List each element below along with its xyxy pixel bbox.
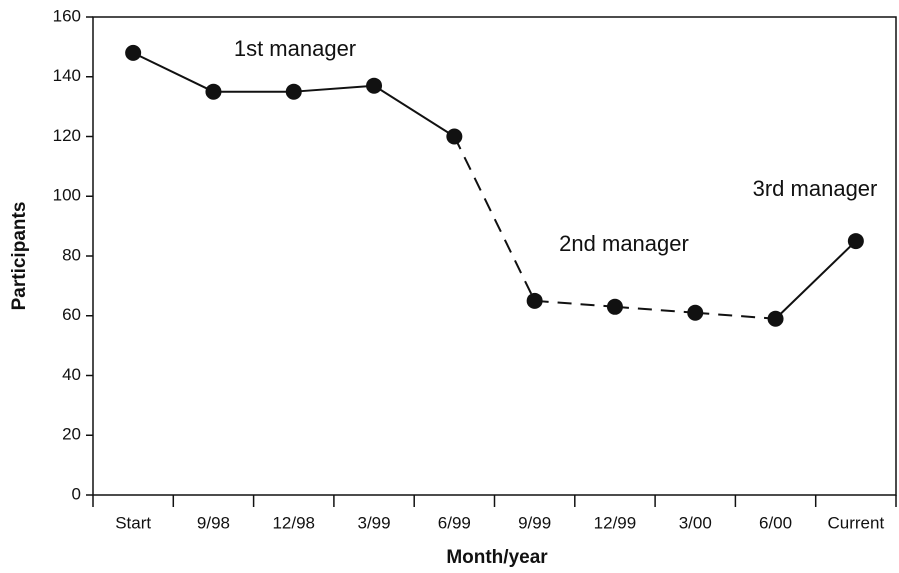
x-tick-label: Current	[828, 513, 885, 532]
x-tick-label: 3/00	[679, 513, 712, 532]
point	[767, 310, 784, 327]
line-segment	[614, 305, 696, 314]
x-tick-label: 6/00	[759, 513, 792, 532]
point	[285, 83, 302, 100]
y-tick-label: 0	[72, 484, 81, 503]
y-tick-label: 140	[53, 66, 81, 85]
annotation: 2nd manager	[559, 231, 689, 256]
point	[606, 298, 623, 315]
x-tick-label: 12/98	[272, 513, 315, 532]
y-tick-label: 80	[62, 245, 81, 264]
x-tick-label: 9/99	[518, 513, 551, 532]
line-segment	[132, 51, 214, 93]
point	[526, 292, 543, 309]
point	[366, 77, 383, 94]
point	[847, 233, 864, 250]
point	[205, 83, 222, 100]
x-tick-label: Start	[115, 513, 151, 532]
x-axis-title: Month/year	[446, 547, 548, 568]
x-tick-label: 6/99	[438, 513, 471, 532]
x-tick-label: 12/99	[594, 513, 637, 532]
y-tick-label: 160	[53, 6, 81, 25]
y-tick-label: 60	[62, 305, 81, 324]
x-tick-label: 9/98	[197, 513, 230, 532]
point	[687, 304, 704, 321]
line-segment	[453, 136, 536, 302]
point	[125, 44, 142, 61]
y-axis-title: Participants	[9, 202, 30, 311]
line-segment	[774, 240, 857, 320]
annotation: 1st manager	[234, 36, 356, 61]
point	[446, 128, 463, 145]
x-tick-label: 3/99	[358, 513, 391, 532]
y-tick-label: 100	[53, 186, 81, 205]
line-segment	[293, 84, 375, 93]
y-tick-label: 40	[62, 365, 81, 384]
y-tick-label: 20	[62, 425, 81, 444]
y-tick-label: 120	[53, 126, 81, 145]
line-segment	[373, 84, 455, 138]
line-segment	[695, 311, 776, 320]
annotation: 3rd manager	[753, 176, 878, 201]
line-segment	[534, 299, 616, 308]
